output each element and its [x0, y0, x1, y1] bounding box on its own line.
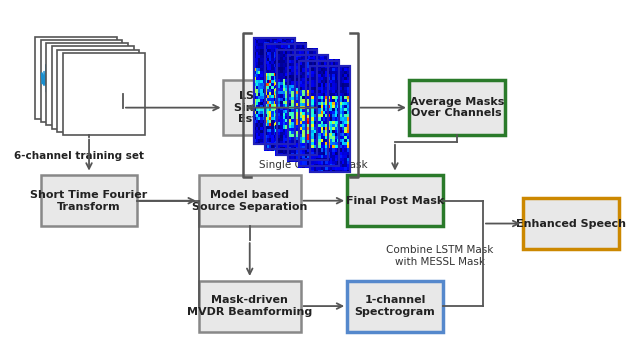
Text: LSTM RNN
Single Mask
Estimation: LSTM RNN Single Mask Estimation	[234, 91, 309, 124]
FancyBboxPatch shape	[57, 50, 139, 132]
FancyBboxPatch shape	[63, 53, 145, 135]
FancyBboxPatch shape	[524, 198, 619, 249]
FancyBboxPatch shape	[347, 175, 443, 226]
Text: Short Time Fourier
Transform: Short Time Fourier Transform	[31, 190, 148, 211]
FancyBboxPatch shape	[347, 281, 443, 332]
Text: Mask-driven
MVDR Beamforming: Mask-driven MVDR Beamforming	[187, 295, 312, 317]
FancyBboxPatch shape	[276, 50, 317, 155]
Text: 1-channel
Spectrogram: 1-channel Spectrogram	[355, 295, 435, 317]
Text: 6-channel training set: 6-channel training set	[13, 151, 144, 161]
Text: Model based
Source Separation: Model based Source Separation	[192, 190, 307, 211]
Text: Enhanced Speech: Enhanced Speech	[516, 218, 626, 229]
FancyBboxPatch shape	[409, 80, 505, 135]
FancyBboxPatch shape	[41, 175, 137, 226]
FancyBboxPatch shape	[254, 38, 294, 144]
Text: Final Post Mask: Final Post Mask	[346, 196, 444, 206]
FancyBboxPatch shape	[299, 61, 339, 166]
FancyBboxPatch shape	[46, 43, 128, 125]
Text: Single Channel Mask: Single Channel Mask	[259, 160, 367, 170]
FancyBboxPatch shape	[35, 37, 117, 119]
FancyBboxPatch shape	[288, 55, 328, 160]
FancyBboxPatch shape	[199, 281, 301, 332]
FancyBboxPatch shape	[52, 46, 134, 129]
FancyBboxPatch shape	[223, 80, 319, 135]
FancyBboxPatch shape	[40, 40, 122, 122]
Text: Average Masks
Over Channels: Average Masks Over Channels	[410, 97, 504, 119]
FancyBboxPatch shape	[266, 44, 306, 149]
Text: Combine LSTM Mask
with MESSL Mask: Combine LSTM Mask with MESSL Mask	[386, 245, 493, 267]
FancyBboxPatch shape	[310, 66, 350, 172]
FancyBboxPatch shape	[199, 175, 301, 226]
